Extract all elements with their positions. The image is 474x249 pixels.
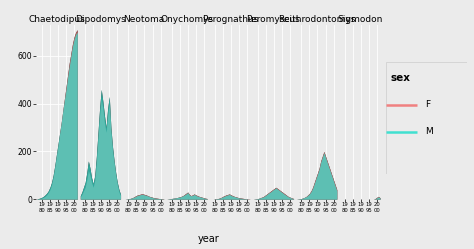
Text: year: year bbox=[198, 234, 219, 244]
Text: sex: sex bbox=[390, 73, 410, 83]
Title: Reithrodontomys: Reithrodontomys bbox=[278, 15, 356, 24]
Title: Sigmodon: Sigmodon bbox=[337, 15, 383, 24]
Text: F: F bbox=[425, 100, 430, 109]
Title: Onychomys: Onychomys bbox=[160, 15, 213, 24]
Text: M: M bbox=[425, 127, 433, 136]
Title: Peromyscus: Peromyscus bbox=[246, 15, 301, 24]
Title: Dipodomys: Dipodomys bbox=[75, 15, 126, 24]
Title: Neotoma: Neotoma bbox=[123, 15, 164, 24]
Title: Chaetodipus: Chaetodipus bbox=[29, 15, 85, 24]
Title: Perognathus: Perognathus bbox=[202, 15, 258, 24]
